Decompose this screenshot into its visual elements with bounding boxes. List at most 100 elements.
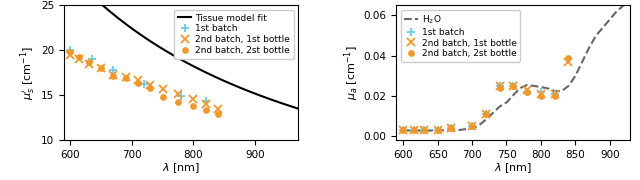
Tissue model fit [200,70,207,72]
Line: 2nd batch, 1st bottle: 2nd batch, 1st bottle [399,58,572,134]
2nd batch, 2st bottle [159,96,166,98]
2nd batch, 1st bottle [109,74,117,76]
2nd batch, 1st bottle [147,84,154,86]
2nd batch, 2st bottle [537,95,545,97]
2nd batch, 1st bottle [509,85,517,87]
2nd batch, 1st bottle [174,93,182,95]
2nd batch, 1st bottle [189,98,197,100]
2nd batch, 1st bottle [67,54,74,56]
2nd batch, 1st bottle [214,108,222,110]
2nd batch, 2st bottle [76,56,83,58]
2nd batch, 1st bottle [482,113,490,115]
2nd batch, 1st bottle [468,125,476,127]
H$_2$O [482,119,490,121]
1st batch [109,69,117,71]
2nd batch, 1st bottle [159,88,166,90]
H$_2$O [592,35,600,37]
H$_2$O [516,87,524,89]
2nd batch, 1st bottle [551,93,559,95]
1st batch [524,91,531,93]
2nd batch, 2st bottle [410,129,417,131]
2nd batch, 2st bottle [482,113,490,115]
2nd batch, 1st bottle [134,79,141,81]
1st batch [537,91,545,93]
H$_2$O [612,10,620,13]
Legend: H$_2$O, 1st batch, 2nd batch, 1st bottle, 2nd batch, 2st bottle: H$_2$O, 1st batch, 2nd batch, 1st bottle… [401,10,520,62]
1st batch [447,127,455,129]
1st batch [496,85,504,87]
H$_2$O [441,129,449,131]
2nd batch, 1st bottle [122,76,129,78]
2nd batch, 1st bottle [524,89,531,91]
2nd batch, 2st bottle [420,129,428,131]
H$_2$O [585,47,593,49]
1st batch [410,129,417,131]
H$_2$O [502,102,510,104]
H$_2$O [454,129,462,131]
H$_2$O [509,94,517,96]
2nd batch, 1st bottle [97,67,105,69]
Y-axis label: $\mu_a$ [cm$^{-1}$]: $\mu_a$ [cm$^{-1}$] [342,46,361,100]
H$_2$O [475,124,483,126]
Tissue model fit [172,55,179,57]
Tissue model fit [289,106,296,108]
Line: 2nd batch, 2st bottle: 2nd batch, 2st bottle [401,55,572,133]
Tissue model fit [173,56,180,58]
Line: Tissue model fit: Tissue model fit [64,0,298,109]
2nd batch, 2st bottle [551,95,559,97]
2nd batch, 1st bottle [202,102,209,105]
1st batch [399,129,407,131]
2nd batch, 1st bottle [76,58,83,60]
2nd batch, 1st bottle [537,93,545,95]
Legend: Tissue model fit, 1st batch, 2nd batch, 1st bottle, 2nd batch, 2st bottle: Tissue model fit, 1st batch, 2nd batch, … [174,10,294,58]
1st batch [140,83,148,85]
Line: 1st batch: 1st batch [67,47,209,105]
H$_2$O [606,18,614,21]
2nd batch, 1st bottle [447,127,455,129]
H$_2$O [551,90,559,92]
2nd batch, 1st bottle [420,129,428,131]
H$_2$O [413,129,421,132]
2nd batch, 2st bottle [67,51,74,53]
2nd batch, 1st bottle [564,61,572,63]
2nd batch, 2st bottle [509,85,517,87]
H$_2$O [537,86,545,88]
2nd batch, 2st bottle [564,57,572,59]
1st batch [551,93,559,95]
2nd batch, 2st bottle [147,87,154,89]
1st batch [177,95,185,97]
1st batch [420,129,428,131]
H$_2$O [620,4,627,6]
2nd batch, 2st bottle [202,109,209,111]
Line: 2nd batch, 1st bottle: 2nd batch, 1st bottle [67,51,222,113]
1st batch [88,58,95,60]
2nd batch, 2st bottle [214,113,222,115]
2nd batch, 2st bottle [468,125,476,127]
H$_2$O [544,87,552,89]
H$_2$O [599,26,607,29]
H$_2$O [468,127,476,129]
Tissue model fit [252,93,260,95]
1st batch [482,113,490,115]
H$_2$O [489,112,497,114]
2nd batch, 2st bottle [84,61,92,63]
2nd batch, 1st bottle [399,129,407,131]
1st batch [202,100,209,102]
1st batch [67,49,74,51]
H$_2$O [524,84,531,86]
2nd batch, 2st bottle [134,82,141,84]
Line: H$_2$O: H$_2$O [403,5,623,130]
1st batch [509,85,517,87]
2nd batch, 1st bottle [410,129,417,131]
H$_2$O [530,85,538,87]
1st batch [434,129,442,131]
X-axis label: $\lambda$ [nm]: $\lambda$ [nm] [494,161,532,175]
2nd batch, 2st bottle [496,87,504,89]
Line: 1st batch: 1st batch [399,82,559,134]
H$_2$O [579,61,586,63]
2nd batch, 1st bottle [434,129,442,131]
H$_2$O [564,85,572,87]
H$_2$O [557,90,565,92]
Y-axis label: $\mu_s^{\prime}$ [cm$^{-1}$]: $\mu_s^{\prime}$ [cm$^{-1}$] [19,46,38,100]
2nd batch, 2st bottle [122,77,129,79]
